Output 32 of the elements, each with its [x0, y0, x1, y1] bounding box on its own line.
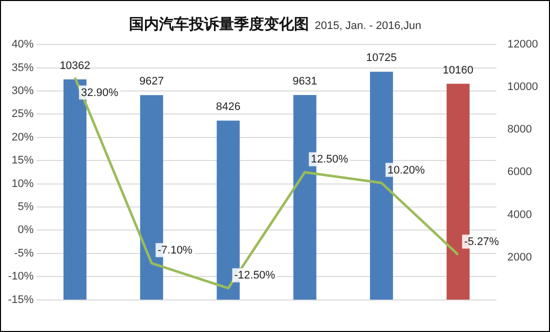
data-label: -7.10% — [158, 244, 193, 257]
y2-tick-label: 6000 — [507, 166, 532, 178]
y-tick-label: 25% — [12, 108, 34, 120]
y-tick-label: -5% — [14, 247, 34, 260]
y-tick-label: 35% — [12, 62, 34, 74]
chart-subtitle: 2015, Jan. - 2016,Jun — [314, 20, 422, 32]
y2-tick-label: 10000 — [507, 81, 538, 94]
y2-tick-label: 2000 — [507, 251, 532, 264]
y-tick-label: -10% — [8, 270, 34, 283]
data-label: 8426 — [216, 101, 240, 114]
y2-tick-label: 4000 — [507, 208, 532, 221]
data-label: 9631 — [292, 76, 318, 88]
data-label: 10160 — [442, 64, 474, 76]
data-label: 32.90% — [80, 87, 119, 100]
y-tick-label: 20% — [12, 131, 34, 144]
data-label: 10362 — [60, 60, 90, 72]
data-label: 9627 — [139, 76, 164, 88]
data-label: -12.50% — [234, 270, 276, 282]
y-tick-label: 5% — [18, 201, 34, 214]
data-label: 10.20% — [387, 164, 426, 176]
y-tick-label: 10% — [12, 178, 34, 190]
data-label: 12.50% — [310, 154, 348, 166]
y-tick-label: 30% — [12, 85, 34, 98]
y-tick-label: 40% — [12, 38, 34, 51]
chart-title: 国内汽车投诉量季度变化图 — [128, 15, 309, 33]
y2-tick-label: 8000 — [507, 124, 532, 136]
y-tick-label: 0% — [18, 224, 34, 236]
data-label: 10725 — [366, 52, 397, 64]
y-tick-label: -15% — [8, 294, 34, 306]
y2-tick-label: 12000 — [507, 38, 538, 51]
y-tick-label: 15% — [12, 154, 34, 167]
data-label: -5.27% — [464, 236, 500, 248]
